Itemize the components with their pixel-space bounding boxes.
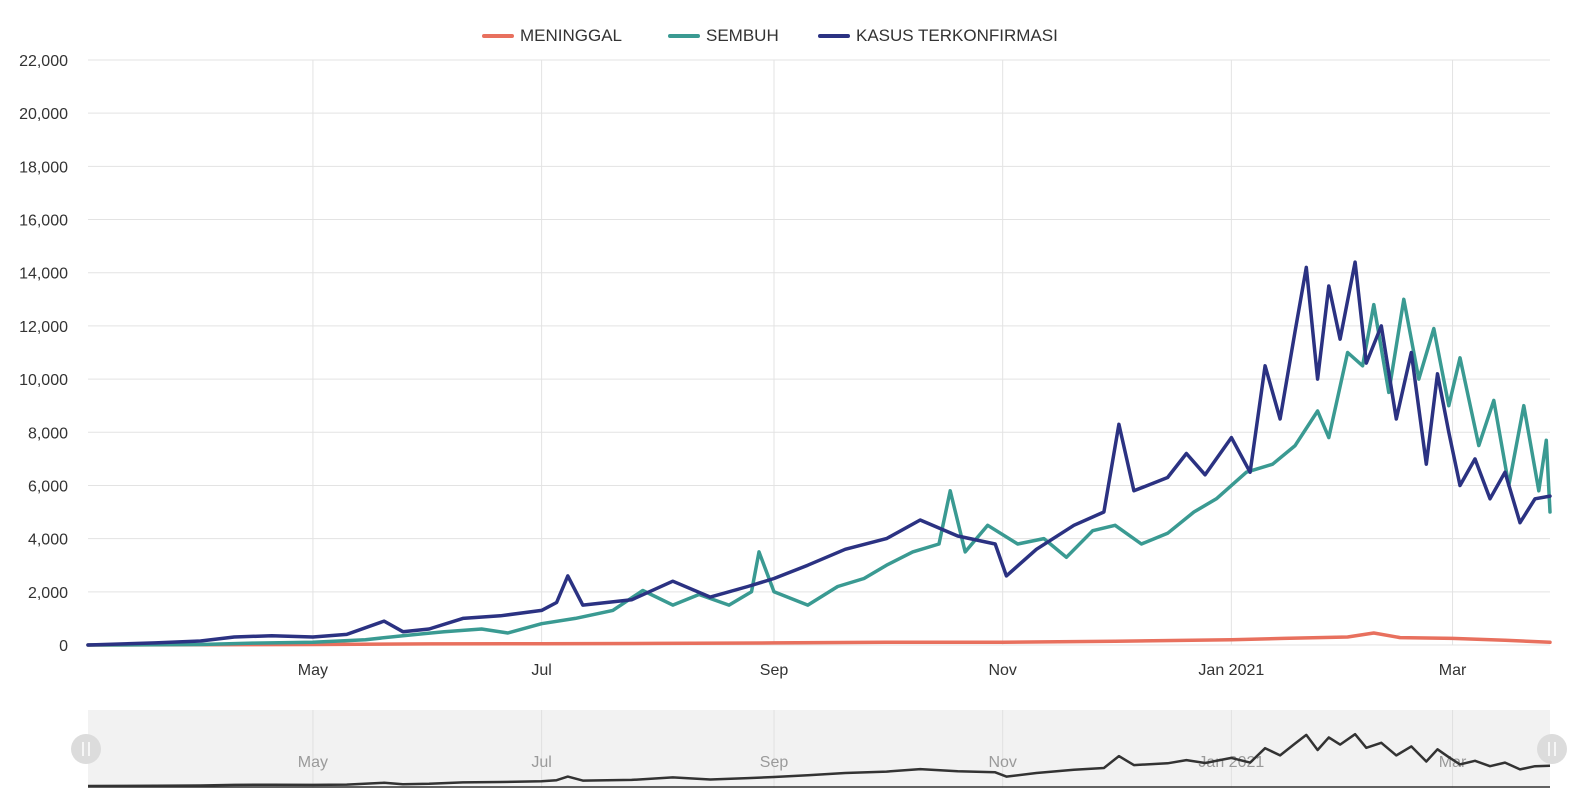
- navigator[interactable]: May Jul Sep Nov Jan 2021 Mar: [71, 710, 1567, 788]
- navigator-tick-label: Jan 2021: [1198, 754, 1264, 771]
- legend-item-sembuh[interactable]: SEMBUH: [668, 26, 779, 45]
- legend-label-meninggal: MENINGGAL: [520, 26, 622, 45]
- navigator-handle-left-circle: [71, 734, 101, 764]
- legend: MENINGGAL SEMBUH KASUS TERKONFIRMASI: [482, 26, 1058, 45]
- navigator-tick-label: Mar: [1439, 754, 1467, 771]
- grid: [88, 59, 1550, 646]
- legend-item-meninggal[interactable]: MENINGGAL: [482, 26, 622, 45]
- legend-label-sembuh: SEMBUH: [706, 26, 779, 45]
- legend-label-kasus-terkonfirmasi: KASUS TERKONFIRMASI: [856, 26, 1058, 45]
- navigator-tick-label: Nov: [988, 754, 1016, 771]
- navigator-labels: May Jul Sep Nov Jan 2021 Mar: [298, 754, 1467, 771]
- navigator-grid: [312, 710, 1454, 788]
- plot-area: [86, 260, 1552, 647]
- y-tick-label: 8,000: [28, 425, 68, 442]
- navigator-tick-label: Jul: [531, 754, 551, 771]
- navigator-handle-right-circle: [1537, 734, 1567, 764]
- navigator-background: [88, 710, 1550, 788]
- y-tick-label: 6,000: [28, 478, 68, 495]
- navigator-tick-label: May: [298, 754, 328, 771]
- x-tick-label: Sep: [760, 662, 789, 679]
- y-tick-label: 20,000: [19, 106, 68, 123]
- y-tick-label: 14,000: [19, 266, 68, 283]
- navigator-tick-label: Sep: [760, 754, 789, 771]
- x-tick-label: Jul: [531, 662, 551, 679]
- navigator-series: [87, 732, 1551, 788]
- y-tick-label: 10,000: [19, 372, 68, 389]
- x-tick-label: Nov: [988, 662, 1016, 679]
- y-axis: 0 2,000 4,000 6,000 8,000 10,000 12,000 14,000 1…: [19, 53, 68, 655]
- x-tick-label: Jan 2021: [1198, 662, 1264, 679]
- legend-item-kasus-terkonfirmasi[interactable]: KASUS TERKONFIRMASI: [818, 26, 1058, 45]
- x-axis: May Jul Sep Nov Jan 2021 Mar: [298, 662, 1467, 679]
- series-line-kasus: [86, 260, 1552, 647]
- y-tick-label: 2,000: [28, 585, 68, 602]
- y-tick-label: 18,000: [19, 159, 68, 176]
- y-tick-label: 4,000: [28, 532, 68, 549]
- x-tick-label: Mar: [1439, 662, 1467, 679]
- navigator-handle-right[interactable]: [1537, 734, 1567, 764]
- y-tick-label: 16,000: [19, 213, 68, 230]
- y-tick-label: 22,000: [19, 53, 68, 70]
- navigator-series-line: [87, 732, 1551, 788]
- x-tick-label: May: [298, 662, 328, 679]
- series-line-meninggal: [86, 631, 1552, 647]
- y-tick-label: 0: [59, 638, 68, 655]
- y-tick-label: 12,000: [19, 319, 68, 336]
- series-line-sembuh: [86, 297, 1552, 647]
- navigator-handle-left[interactable]: [71, 734, 101, 764]
